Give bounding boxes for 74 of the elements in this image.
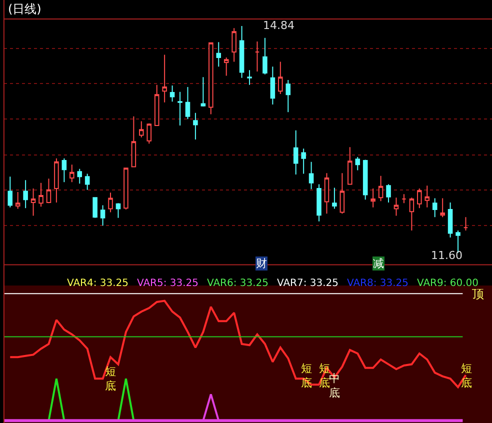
candlestick: [332, 187, 337, 210]
candlestick: [224, 57, 229, 76]
annotation: 短底: [105, 365, 116, 392]
text: VAR9: 60.00: [417, 278, 479, 289]
candlestick: [46, 178, 52, 204]
candlestick: [340, 172, 345, 214]
candlestick: [54, 158, 59, 203]
candlestick: [386, 184, 391, 203]
candlestick: [146, 122, 152, 144]
candlestick: [15, 191, 20, 210]
candlestick: [370, 188, 376, 208]
candlestick: [100, 204, 106, 226]
chart-title: (日线): [8, 2, 42, 16]
candlestick: [8, 176, 13, 208]
candlestick: [293, 130, 298, 175]
text: VAR8: 33.25: [347, 278, 409, 289]
candlestick: [409, 197, 414, 231]
candlestick: [308, 161, 314, 190]
candlestick: [270, 66, 276, 105]
candlestick: [108, 192, 113, 213]
candlestick: [448, 202, 453, 238]
annotation: 中底: [329, 372, 340, 400]
annotation: 减: [373, 257, 384, 270]
candlestick: [30, 188, 36, 216]
candlestick: [239, 26, 244, 78]
candlestick: [131, 116, 136, 168]
candlestick: [216, 42, 222, 68]
candlestick: [324, 172, 330, 214]
candlestick: [254, 40, 260, 72]
text: VAR4: 33.25: [67, 278, 129, 289]
candlestick: [432, 198, 438, 218]
ref-line-label: 顶: [472, 287, 484, 301]
candlestick: [84, 173, 90, 190]
candlestick: [208, 42, 214, 115]
candlestick: [394, 197, 399, 216]
candlestick: [301, 148, 306, 174]
candlestick: [440, 198, 445, 218]
candlestick: [178, 91, 182, 126]
candlestick: [348, 146, 352, 185]
text: VAR5: 33.25: [137, 278, 199, 289]
candlestick: [193, 112, 198, 140]
annotation: 财: [256, 257, 267, 270]
candlestick: [185, 86, 190, 120]
candlestick: [424, 185, 430, 208]
text: VAR7: 33.25: [277, 278, 339, 289]
text: VAR6: 33.25: [207, 278, 269, 289]
candlestick: [92, 197, 98, 218]
annotation: 14.84: [263, 19, 294, 32]
candlestick: [402, 194, 406, 204]
candlestick: [417, 188, 422, 209]
candlestick: [124, 168, 128, 210]
annotation: 短底: [461, 362, 472, 390]
candlestick: [23, 180, 28, 209]
candlestick: [378, 175, 384, 202]
candlestick: [278, 61, 283, 94]
candlestick: [38, 182, 44, 208]
candlestick: [355, 156, 360, 171]
candlestick: [247, 70, 252, 86]
candlestick: [316, 184, 322, 222]
annotation: 11.60: [431, 249, 462, 262]
candlestick: [139, 120, 144, 138]
candlestick: [463, 216, 468, 231]
candlestick: [262, 37, 268, 75]
candlestick: [232, 28, 236, 62]
candlestick: [70, 164, 74, 183]
candlestick: [170, 85, 175, 102]
candlestick: [62, 158, 67, 183]
candlestick: [162, 54, 167, 103]
candlestick: [200, 76, 206, 108]
candlestick: [116, 202, 121, 218]
candlestick: [362, 159, 368, 200]
candlestick: [286, 79, 291, 113]
candlestick: [154, 84, 160, 126]
candlestick: [77, 168, 82, 184]
